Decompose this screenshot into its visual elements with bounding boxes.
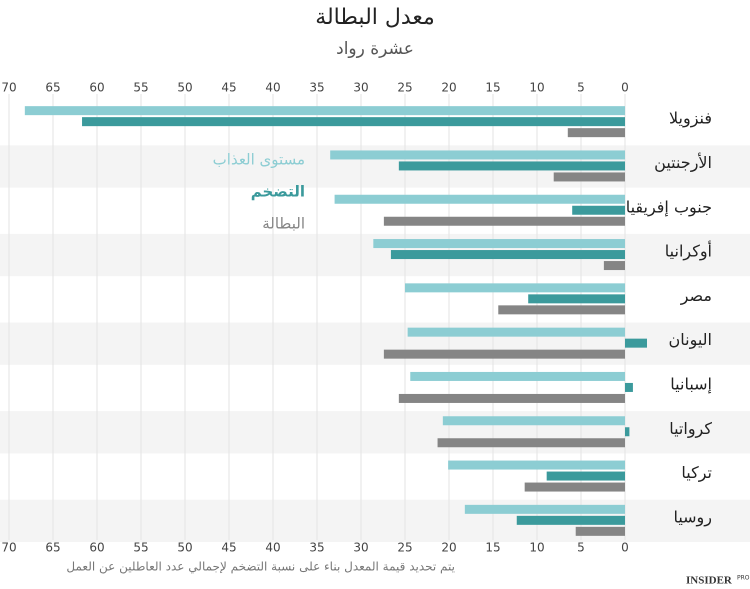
- x-tick-label-top: 25: [397, 81, 412, 95]
- row-band: [0, 499, 750, 542]
- category-label: أوكرانيا: [665, 241, 712, 262]
- bar: [498, 305, 625, 315]
- x-tick-label-bottom: 15: [485, 541, 500, 555]
- x-tick-label-top: 0: [621, 81, 629, 95]
- legend-entry: مستوى العذاب: [213, 151, 305, 169]
- legend-entry: البطالة: [262, 215, 305, 233]
- x-tick-label-bottom: 40: [265, 541, 280, 555]
- category-label: فنزويلا: [669, 109, 712, 129]
- x-tick-label-top: 60: [89, 81, 104, 95]
- x-tick-label-bottom: 70: [1, 541, 16, 555]
- x-tick-label-bottom: 30: [353, 541, 368, 555]
- x-tick-label-bottom: 55: [133, 541, 148, 555]
- bar: [398, 393, 625, 403]
- bar: [442, 416, 625, 426]
- x-tick-label-top: 65: [45, 81, 60, 95]
- x-tick-label-top: 5: [577, 81, 585, 95]
- bar: [516, 515, 625, 525]
- bar: [572, 205, 625, 215]
- category-label: إسبانيا: [670, 374, 712, 393]
- category-label: الأرجنتين: [654, 152, 712, 173]
- x-tick-label-top: 45: [221, 81, 236, 95]
- x-tick-label-top: 55: [133, 81, 148, 95]
- x-tick-label-top: 50: [177, 81, 192, 95]
- bar: [383, 349, 625, 359]
- x-tick-label-bottom: 25: [397, 541, 412, 555]
- x-tick-label-bottom: 5: [577, 541, 585, 555]
- category-label: روسيا: [673, 507, 712, 527]
- x-tick-label-top: 10: [529, 81, 544, 95]
- bar: [390, 250, 625, 260]
- bar: [373, 239, 625, 249]
- category-label: مصر: [680, 286, 712, 306]
- x-tick-label-bottom: 60: [89, 541, 104, 555]
- bar: [383, 216, 625, 226]
- x-tick-label-bottom: 20: [441, 541, 456, 555]
- x-tick-label-bottom: 45: [221, 541, 236, 555]
- bar: [524, 482, 625, 492]
- category-label: جنوب إفريقيا: [626, 197, 712, 217]
- legend-entry: التضخم: [251, 183, 305, 201]
- x-tick-label-top: 70: [1, 81, 16, 95]
- bar: [567, 128, 625, 138]
- bar: [464, 504, 625, 514]
- bar: [575, 526, 625, 536]
- bar: [405, 283, 625, 293]
- bar: [407, 327, 625, 337]
- x-tick-label-top: 20: [441, 81, 456, 95]
- bar: [410, 371, 625, 381]
- bar: [546, 471, 625, 481]
- bar: [528, 294, 625, 304]
- category-label: اليونان: [669, 330, 713, 350]
- x-tick-label-bottom: 0: [621, 541, 629, 555]
- x-tick-label-bottom: 65: [45, 541, 60, 555]
- bar: [398, 161, 625, 171]
- chart-title: معدل البطالة: [315, 5, 435, 30]
- bar: [625, 338, 647, 348]
- bar: [82, 117, 626, 127]
- category-label: كرواتيا: [669, 419, 712, 439]
- bar: [448, 460, 625, 470]
- x-tick-label-top: 30: [353, 81, 368, 95]
- bar: [437, 438, 625, 448]
- logo: INSIDER: [686, 575, 733, 587]
- bar: [625, 382, 633, 392]
- logo-badge: PRO: [737, 575, 750, 582]
- x-tick-label-top: 15: [485, 81, 500, 95]
- footnote: يتم تحديد قيمة المعدل بناء على نسبة التض…: [66, 560, 455, 575]
- row-band: [0, 411, 750, 454]
- bar: [330, 150, 625, 160]
- x-tick-label-bottom: 35: [309, 541, 324, 555]
- bar: [625, 427, 630, 437]
- x-tick-label-bottom: 50: [177, 541, 192, 555]
- x-tick-label-top: 40: [265, 81, 280, 95]
- x-tick-label-bottom: 10: [529, 541, 544, 555]
- bar: [553, 172, 625, 182]
- bar: [603, 261, 625, 271]
- bar: [24, 106, 625, 116]
- x-tick-label-top: 35: [309, 81, 324, 95]
- category-label: تركيا: [681, 463, 712, 483]
- bar: [334, 194, 625, 204]
- chart-subtitle: عشرة رواد: [336, 39, 414, 59]
